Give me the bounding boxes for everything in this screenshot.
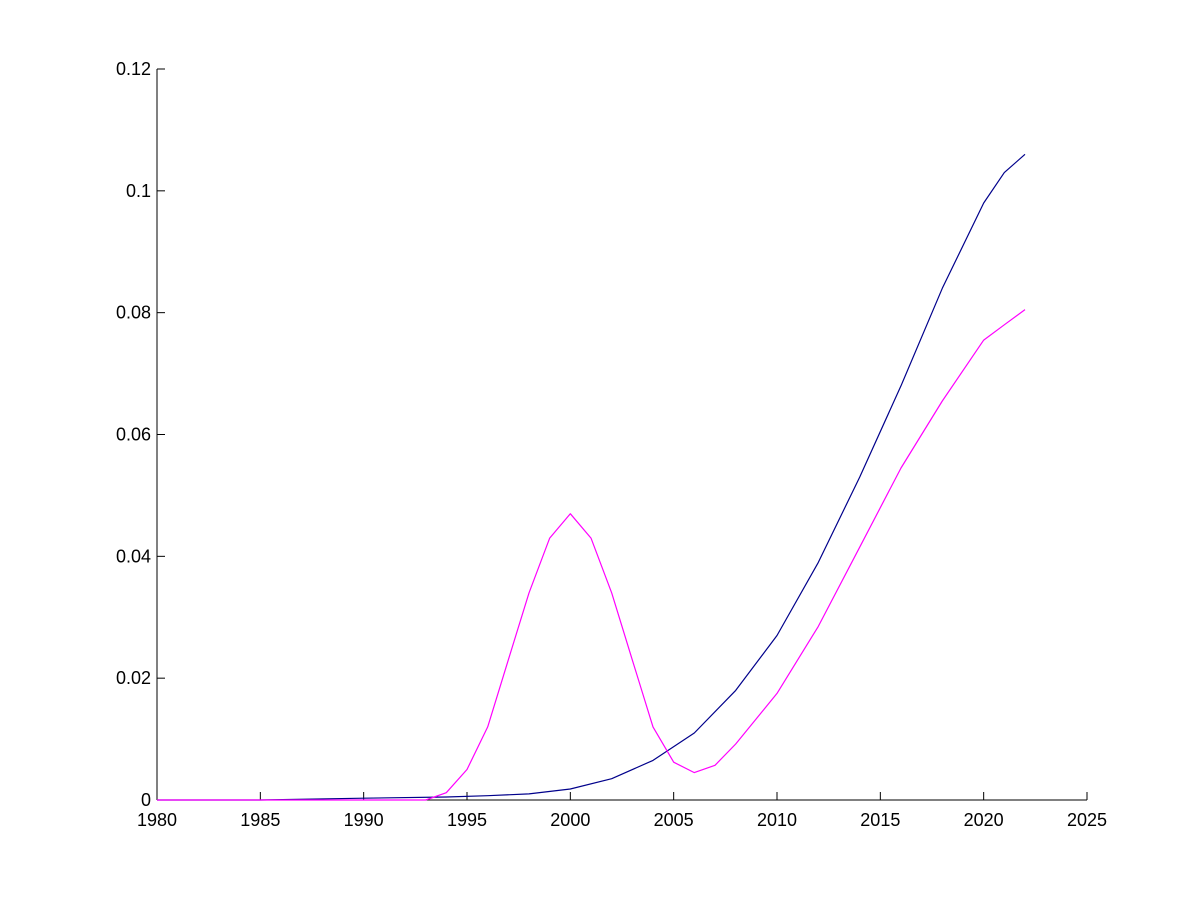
x-tick-label: 2000 [550, 810, 590, 830]
series-lines [157, 153, 1026, 801]
tick-labels: 1980 1985 1990 1995 2000 2005 2010 2015 2020 2025… [116, 59, 1107, 830]
x-tick-label: 1985 [240, 810, 280, 830]
y-tick-label: 0.08 [116, 303, 151, 323]
y-tick-label: 0.06 [116, 425, 151, 445]
x-tick-label: 2005 [654, 810, 694, 830]
y-tick-label: 0.1 [126, 181, 151, 201]
y-tick-label: 0.12 [116, 59, 151, 79]
series-line-2 [157, 309, 1026, 801]
x-tick-label: 1995 [447, 810, 487, 830]
x-tick-label: 2015 [860, 810, 900, 830]
x-tick-label: 2010 [757, 810, 797, 830]
x-tick-label: 1990 [344, 810, 384, 830]
axes [156, 68, 1088, 801]
x-tick-label: 1980 [137, 810, 177, 830]
series-line-1 [157, 153, 1026, 801]
x-tick-label: 2025 [1067, 810, 1107, 830]
x-tick-label: 2020 [964, 810, 1004, 830]
y-tick-label: 0.04 [116, 546, 151, 566]
y-tick-label: 0 [141, 790, 151, 810]
y-tick-label: 0.02 [116, 668, 151, 688]
